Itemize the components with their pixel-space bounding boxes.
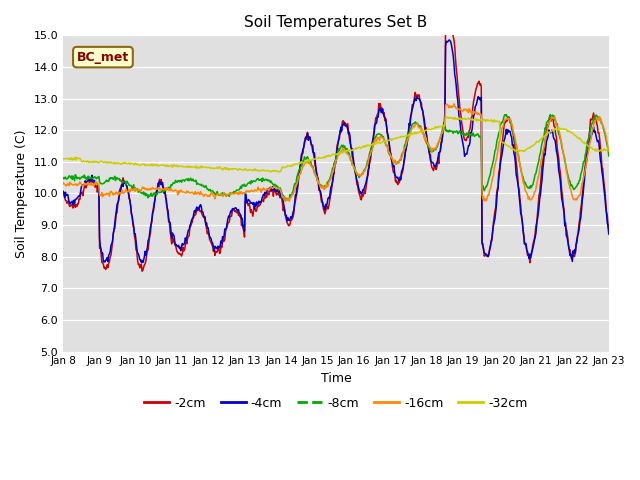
-8cm (125, 182, 133, 188)
-2cm (182, 242, 189, 248)
Line: -4cm: -4cm (63, 40, 609, 263)
-8cm (403, 135, 411, 141)
-2cm (445, 13, 453, 19)
-32cm (209, 166, 217, 171)
-32cm (125, 160, 133, 166)
-2cm (125, 196, 133, 202)
-4cm (69, 202, 77, 208)
Line: -16cm: -16cm (63, 104, 609, 201)
-16cm (209, 193, 217, 199)
-16cm (60, 180, 67, 185)
-4cm (403, 140, 411, 145)
Line: -32cm: -32cm (63, 117, 609, 172)
-4cm (139, 260, 147, 265)
-32cm (60, 156, 67, 161)
-4cm (182, 235, 189, 241)
-8cm (419, 131, 427, 137)
-2cm (403, 142, 411, 148)
-16cm (605, 149, 612, 155)
-32cm (403, 133, 411, 139)
-16cm (450, 101, 458, 107)
-32cm (69, 156, 77, 162)
-16cm (419, 132, 427, 137)
-8cm (282, 198, 289, 204)
-8cm (180, 179, 188, 184)
-8cm (502, 112, 510, 118)
-8cm (60, 175, 67, 180)
Text: BC_met: BC_met (77, 50, 129, 64)
-32cm (180, 164, 188, 170)
-32cm (419, 128, 427, 134)
-32cm (605, 145, 612, 151)
Line: -2cm: -2cm (63, 16, 609, 271)
-16cm (285, 198, 293, 204)
-4cm (605, 231, 612, 237)
-4cm (445, 37, 453, 43)
X-axis label: Time: Time (321, 372, 351, 385)
Y-axis label: Soil Temperature (C): Soil Temperature (C) (15, 129, 28, 258)
-8cm (209, 190, 217, 196)
-16cm (69, 182, 77, 188)
-16cm (180, 190, 188, 195)
-2cm (211, 245, 218, 251)
-2cm (69, 205, 77, 211)
-4cm (211, 248, 218, 254)
-2cm (60, 191, 67, 196)
Line: -8cm: -8cm (63, 115, 609, 201)
Title: Soil Temperatures Set B: Soil Temperatures Set B (244, 15, 428, 30)
Legend: -2cm, -4cm, -8cm, -16cm, -32cm: -2cm, -4cm, -8cm, -16cm, -32cm (140, 392, 532, 415)
-2cm (605, 227, 612, 232)
-16cm (125, 187, 133, 192)
-16cm (403, 139, 411, 145)
-32cm (442, 114, 450, 120)
-2cm (138, 268, 146, 274)
-8cm (69, 173, 77, 179)
-8cm (605, 153, 612, 159)
-32cm (276, 169, 284, 175)
-2cm (419, 108, 427, 114)
-4cm (419, 109, 427, 115)
-4cm (60, 189, 67, 194)
-4cm (125, 194, 133, 200)
